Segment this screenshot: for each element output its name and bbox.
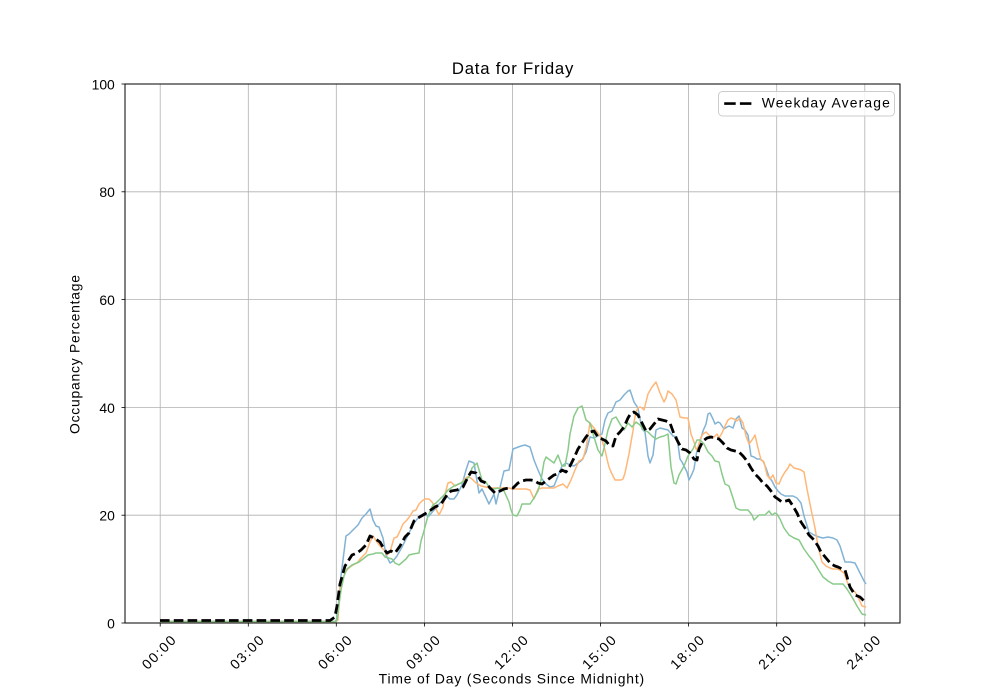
svg-text:100: 100 [92,76,115,92]
svg-text:20: 20 [99,508,115,524]
svg-text:Weekday Average: Weekday Average [762,95,890,111]
svg-text:Data for Friday: Data for Friday [452,59,574,78]
svg-text:80: 80 [99,184,115,200]
svg-text:Occupancy Percentage: Occupancy Percentage [67,275,83,434]
svg-text:60: 60 [99,292,115,308]
svg-text:40: 40 [99,400,115,416]
svg-text:0: 0 [107,615,115,631]
svg-text:Time of Day (Seconds Since Mid: Time of Day (Seconds Since Midnight) [379,670,645,686]
